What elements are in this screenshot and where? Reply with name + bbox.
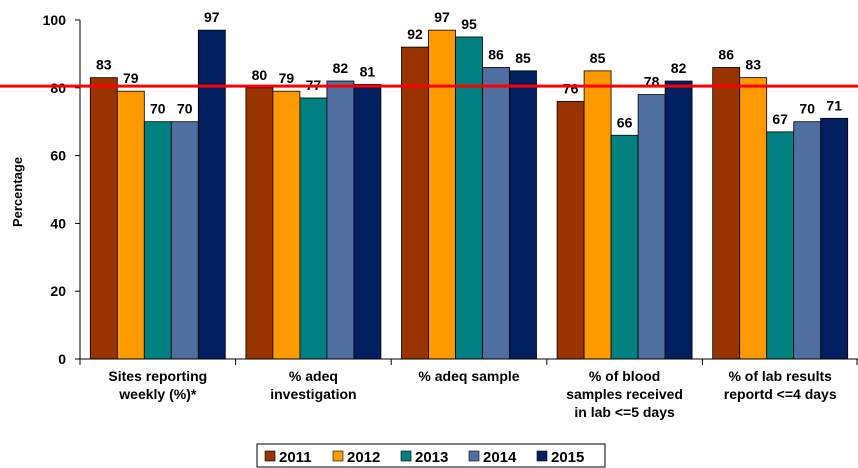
data-label-2014-cat1: 82 [333,60,349,76]
legend: 2011 2012 2013 2014 2015 [256,443,606,468]
data-label-2013-cat0: 70 [150,101,166,117]
data-label-2015-cat0: 97 [204,9,220,25]
category-label-4-line0: % of lab results [728,368,832,384]
bar-2011-cat3 [556,100,585,360]
data-label-2013-cat3: 66 [617,114,633,130]
data-label-2013-cat2: 95 [461,16,477,32]
bar-series [89,29,849,360]
data-labels: 8380927686797997858370779566677082867870… [96,9,842,130]
bar-2014-cat4 [793,121,822,360]
y-axis-ticks: 0 20 40 60 80 100 [43,12,80,367]
legend-swatch-2015 [536,450,548,462]
data-label-2015-cat2: 85 [515,50,531,66]
data-label-2011-cat4: 86 [718,46,734,62]
data-label-2015-cat4: 71 [826,97,842,113]
legend-swatch-2013 [400,450,412,462]
data-label-2011-cat1: 80 [252,67,268,83]
y-tick-label: 40 [50,215,66,231]
legend-swatch-2014 [468,450,480,462]
y-tick-label: 60 [50,148,66,164]
category-label-4-line1: reportd <=4 days [724,386,837,402]
bar-2011-cat0 [89,77,118,360]
category-label-1-line1: investigation [270,386,356,402]
y-tick-label: 0 [58,351,66,367]
bar-2012-cat3 [583,70,612,360]
axes [79,20,858,365]
data-label-2014-cat2: 86 [488,46,504,62]
data-label-2015-cat3: 82 [671,60,687,76]
legend-swatch-2011 [264,450,276,462]
bar-2011-cat2 [401,46,429,360]
bar-2014-cat1 [326,80,355,360]
category-label-0-line0: Sites reporting [108,368,207,384]
bar-2012-cat4 [739,77,768,360]
bar-2013-cat4 [766,131,795,360]
category-label-3-line2: in lab <=5 days [574,404,675,420]
bar-2015-cat1 [353,84,382,360]
bar-2015-cat0 [197,29,226,360]
data-label-2015-cat1: 81 [360,63,376,79]
bar-2015-cat4 [820,117,849,360]
y-axis-title: Percentage [10,157,25,227]
bar-2015-cat3 [664,80,693,360]
bar-2011-cat1 [245,87,274,360]
data-label-2012-cat4: 83 [745,57,761,73]
legend-label-2014: 2014 [483,449,517,466]
data-label-2013-cat4: 67 [772,111,788,127]
category-label-3-line1: samples received [566,386,683,402]
bar-2012-cat1 [272,90,301,360]
data-label-2012-cat3: 85 [590,50,606,66]
category-labels: Sites reporting weekly (%)* % adeq investig… [108,368,836,420]
data-label-2011-cat3: 76 [563,80,579,96]
category-label-2-line0: % adeq sample [418,368,519,384]
bar-2014-cat0 [170,121,199,360]
legend-box [256,443,606,468]
data-label-2014-cat0: 70 [177,101,193,117]
category-label-0-line1: weekly (%)* [118,386,197,402]
data-label-2011-cat2: 92 [407,26,423,42]
bar-2012-cat0 [116,90,145,360]
legend-label-2015: 2015 [551,449,584,466]
bar-2014-cat3 [637,94,666,360]
bar-2013-cat0 [143,121,172,360]
legend-swatch-2012 [332,450,344,462]
category-label-1-line0: % adeq [289,368,338,384]
legend-label-2011: 2011 [279,449,312,466]
data-label-2011-cat0: 83 [96,57,112,73]
bar-2015-cat2 [509,70,537,360]
data-label-2012-cat0: 79 [123,70,139,86]
category-label-3-line0: % of blood [589,368,661,384]
data-label-2012-cat2: 97 [434,9,450,25]
y-tick-label: 100 [43,12,67,28]
y-tick-label: 20 [50,283,66,299]
bar-2013-cat1 [299,97,328,360]
y-tick-label: 80 [50,80,66,96]
data-label-2012-cat1: 79 [279,70,295,86]
bar-2013-cat3 [610,134,639,360]
bar-2012-cat2 [428,29,456,360]
legend-label-2013: 2013 [415,449,448,466]
bar-2014-cat2 [482,67,510,360]
legend-label-2012: 2012 [347,449,380,466]
data-label-2014-cat4: 70 [799,101,815,117]
bar-2011-cat4 [712,67,741,360]
